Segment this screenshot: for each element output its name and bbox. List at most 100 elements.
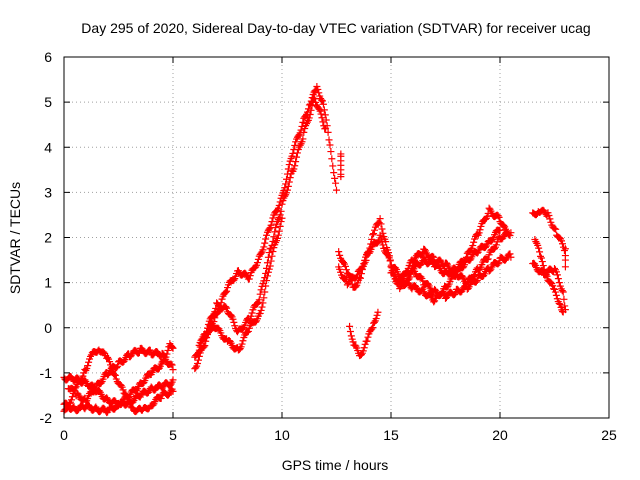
data-point — [331, 174, 339, 182]
data-point — [342, 266, 350, 274]
series-m — [346, 308, 382, 360]
data-point — [329, 162, 337, 170]
data-point — [267, 257, 275, 265]
data-point — [320, 106, 328, 114]
data-point — [86, 352, 94, 360]
data-point — [260, 243, 268, 251]
data-point — [252, 263, 260, 271]
data-point — [531, 260, 539, 268]
data-point — [278, 214, 286, 222]
data-point — [230, 318, 238, 326]
data-point — [491, 245, 499, 253]
x-tick-label: 20 — [492, 427, 508, 443]
data-point — [299, 135, 307, 143]
data-point — [253, 259, 261, 267]
data-point — [553, 271, 561, 279]
data-point — [429, 252, 437, 260]
series-f — [191, 94, 330, 361]
data-point — [545, 212, 553, 220]
data-point — [243, 328, 251, 336]
data-point — [495, 213, 503, 221]
data-point — [484, 255, 492, 263]
data-point — [540, 265, 548, 273]
data-point — [262, 235, 270, 243]
data-point — [378, 225, 386, 233]
data-point — [328, 155, 336, 163]
y-tick-label: 6 — [44, 49, 52, 65]
data-point — [353, 271, 361, 279]
data-point — [451, 291, 459, 299]
data-point — [344, 270, 352, 278]
data-point — [276, 222, 284, 230]
data-point — [110, 371, 118, 379]
data-point — [253, 300, 261, 308]
data-point — [209, 312, 217, 320]
data-point — [257, 286, 265, 294]
data-point — [259, 299, 267, 307]
data-point — [265, 265, 273, 273]
y-axis-label: SDTVAR / TECUs — [7, 182, 23, 294]
data-point — [67, 396, 75, 404]
data-point — [476, 226, 484, 234]
data-point — [540, 207, 548, 215]
data-point — [558, 240, 566, 248]
data-point — [370, 230, 378, 238]
data-point — [146, 346, 154, 354]
data-point — [257, 306, 265, 314]
data-point — [325, 136, 333, 144]
data-point — [372, 315, 380, 323]
data-point — [475, 229, 483, 237]
series-l — [398, 250, 515, 302]
data-point — [560, 295, 568, 303]
data-point — [77, 376, 85, 384]
data-point — [340, 259, 348, 267]
data-point — [290, 165, 298, 173]
series-d — [64, 344, 177, 406]
data-point — [417, 260, 425, 268]
data-point — [266, 262, 274, 270]
data-point — [377, 220, 385, 228]
data-point — [223, 287, 231, 295]
data-point — [477, 222, 485, 230]
data-point — [215, 325, 223, 333]
data-point — [549, 282, 557, 290]
data-point — [330, 169, 338, 177]
data-point — [268, 252, 276, 260]
data-point — [223, 304, 231, 312]
data-point — [347, 332, 355, 340]
data-point — [265, 225, 273, 233]
data-point — [106, 358, 114, 366]
data-point — [552, 291, 560, 299]
data-point — [536, 248, 544, 256]
data-point — [283, 186, 291, 194]
data-point — [506, 250, 514, 258]
data-point — [473, 276, 481, 284]
data-point — [368, 325, 376, 333]
data-point — [97, 379, 105, 387]
data-point — [494, 212, 502, 220]
data-point — [469, 242, 477, 250]
x-axis-label: GPS time / hours — [282, 457, 389, 473]
data-point — [211, 308, 219, 316]
y-tick-label: 5 — [44, 94, 52, 110]
data-point — [277, 207, 285, 215]
data-point — [260, 294, 268, 302]
data-point — [352, 283, 360, 291]
data-point — [164, 346, 172, 354]
data-point — [385, 254, 393, 262]
data-point — [256, 290, 264, 298]
data-layer — [60, 83, 569, 417]
data-point — [269, 214, 277, 222]
data-point — [551, 225, 559, 233]
data-point — [370, 318, 378, 326]
data-point — [85, 358, 93, 366]
data-point — [341, 262, 349, 270]
data-point — [84, 362, 92, 370]
data-point — [169, 376, 177, 384]
data-point — [247, 312, 255, 320]
x-tick-label: 10 — [274, 427, 290, 443]
data-point — [324, 128, 332, 136]
data-point — [558, 287, 566, 295]
data-point — [168, 343, 176, 351]
data-point — [430, 253, 438, 261]
